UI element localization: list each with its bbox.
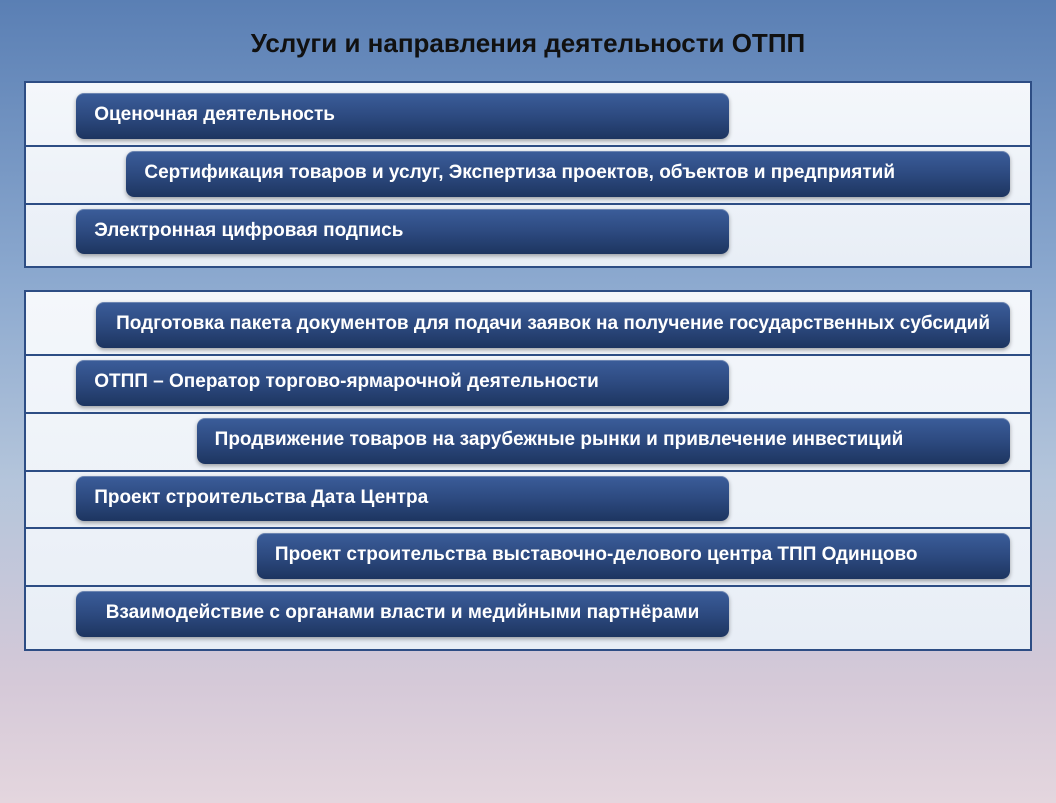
- group-1-row-1: ОТПП – Оператор торгово-ярмарочной деяте…: [26, 354, 1030, 412]
- group-0-row-0: Оценочная деятельность: [26, 89, 1030, 145]
- pill-1-0: Подготовка пакета документов для подачи …: [96, 302, 1010, 348]
- group-1-row-0: Подготовка пакета документов для подачи …: [26, 298, 1030, 354]
- group-1: Подготовка пакета документов для подачи …: [24, 290, 1032, 651]
- pill-0-1: Сертификация товаров и услуг, Экспертиза…: [126, 151, 1010, 197]
- group-0: Оценочная деятельность Сертификация това…: [24, 81, 1032, 268]
- pill-0-0: Оценочная деятельность: [76, 93, 729, 139]
- pill-text: Электронная цифровая подпись: [94, 219, 711, 243]
- pill-text: Продвижение товаров на зарубежные рынки …: [215, 428, 992, 452]
- pill-1-4: Проект строительства выставочно-делового…: [257, 533, 1010, 579]
- slide: Услуги и направления деятельности ОТПП О…: [0, 0, 1056, 803]
- pill-text: Проект строительства Дата Центра: [94, 486, 711, 510]
- pill-text: ОТПП – Оператор торгово-ярмарочной деяте…: [94, 370, 711, 394]
- pill-1-1: ОТПП – Оператор торгово-ярмарочной деяте…: [76, 360, 729, 406]
- group-0-row-2: Электронная цифровая подпись: [26, 203, 1030, 261]
- pill-0-2: Электронная цифровая подпись: [76, 209, 729, 255]
- group-1-row-5: Взаимодействие с органами власти и медий…: [26, 585, 1030, 643]
- group-0-row-1: Сертификация товаров и услуг, Экспертиза…: [26, 145, 1030, 203]
- group-1-row-4: Проект строительства выставочно-делового…: [26, 527, 1030, 585]
- group-1-row-2: Продвижение товаров на зарубежные рынки …: [26, 412, 1030, 470]
- group-1-row-3: Проект строительства Дата Центра: [26, 470, 1030, 528]
- pill-text: Подготовка пакета документов для подачи …: [114, 312, 992, 336]
- groups-container: Оценочная деятельность Сертификация това…: [0, 81, 1056, 651]
- pill-text: Оценочная деятельность: [94, 103, 711, 127]
- pill-1-5: Взаимодействие с органами власти и медий…: [76, 591, 729, 637]
- pill-1-2: Продвижение товаров на зарубежные рынки …: [197, 418, 1010, 464]
- slide-title: Услуги и направления деятельности ОТПП: [0, 28, 1056, 59]
- pill-text: Взаимодействие с органами власти и медий…: [94, 601, 711, 625]
- pill-text: Сертификация товаров и услуг, Экспертиза…: [144, 161, 992, 185]
- pill-1-3: Проект строительства Дата Центра: [76, 476, 729, 522]
- pill-text: Проект строительства выставочно-делового…: [275, 543, 992, 567]
